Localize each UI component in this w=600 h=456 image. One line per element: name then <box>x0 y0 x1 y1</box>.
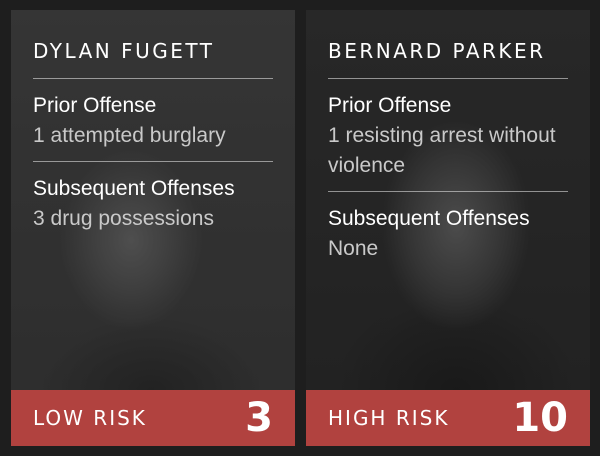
person-name: BERNARD PARKER <box>328 36 568 79</box>
person-card-left: DYLAN FUGETT Prior Offense 1 attempted b… <box>11 10 295 446</box>
subsequent-offenses-label: Subsequent Offenses <box>328 207 530 230</box>
mugshot-photo <box>11 10 295 390</box>
prior-offense-label: Prior Offense <box>328 94 452 117</box>
risk-label: LOW RISK <box>33 406 147 430</box>
risk-bar: HIGH RISK 10 <box>306 390 590 446</box>
subsequent-offenses-value: 3 drug possessions <box>33 207 214 230</box>
prior-offense-label: Prior Offense <box>33 94 157 117</box>
risk-score: 3 <box>245 395 273 441</box>
subsequent-offenses-label: Subsequent Offenses <box>33 177 235 200</box>
card-content: BERNARD PARKER Prior Offense 1 resisting… <box>328 36 568 274</box>
risk-bar: LOW RISK 3 <box>11 390 295 446</box>
prior-offense-value: 1 resisting arrest without violence <box>328 124 556 177</box>
risk-score: 10 <box>512 395 568 441</box>
subsequent-offenses-section: Subsequent Offenses 3 drug possessions <box>33 162 273 244</box>
risk-label: HIGH RISK <box>328 406 450 430</box>
mugshot-photo <box>306 10 590 390</box>
person-card-right: BERNARD PARKER Prior Offense 1 resisting… <box>306 10 590 446</box>
person-name: DYLAN FUGETT <box>33 36 273 79</box>
prior-offense-section: Prior Offense 1 attempted burglary <box>33 79 273 162</box>
prior-offense-value: 1 attempted burglary <box>33 124 226 147</box>
subsequent-offenses-section: Subsequent Offenses None <box>328 192 568 274</box>
photo-overlay <box>306 10 590 390</box>
subsequent-offenses-value: None <box>328 237 379 260</box>
photo-overlay <box>11 10 295 390</box>
card-content: DYLAN FUGETT Prior Offense 1 attempted b… <box>33 36 273 244</box>
prior-offense-section: Prior Offense 1 resisting arrest without… <box>328 79 568 192</box>
